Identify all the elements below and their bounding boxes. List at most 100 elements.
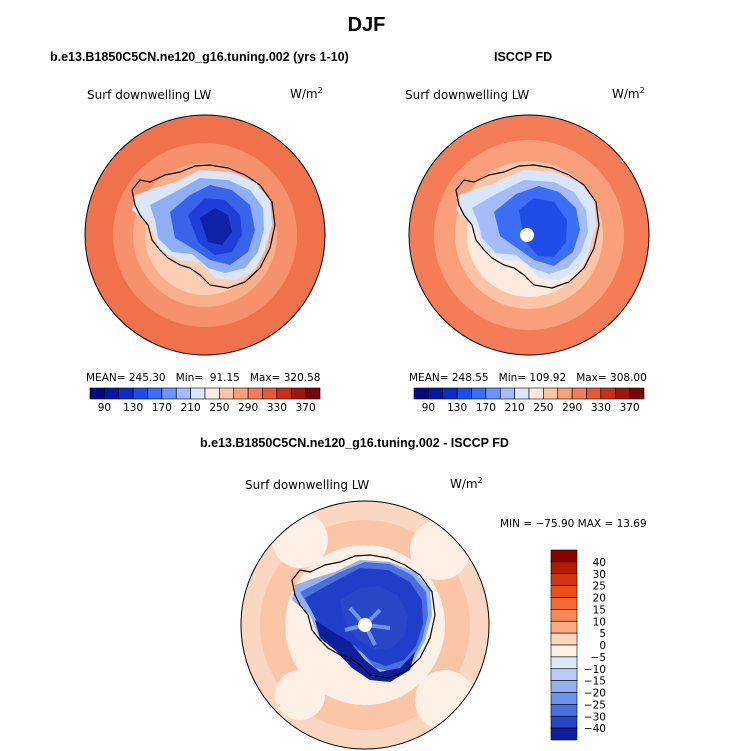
panel-1-min: 91.15 [209, 372, 240, 384]
diff-panel-colorbar-swatch [550, 644, 578, 658]
panel-2-variable-label: Surf downwelling LW [405, 88, 530, 102]
panel-1-mean: 245.30 [128, 372, 166, 384]
panel-2-map [408, 114, 650, 356]
panel-1-colorbar-swatch [276, 387, 292, 400]
diff-panel-colorbar-swatch [550, 597, 578, 610]
panel-1-colorbar-swatch [233, 387, 249, 400]
panel-2-colorbar-swatch [514, 387, 530, 400]
diff-panel-colorbar-tick-label: 10 [593, 616, 606, 628]
panel-1-colorbar-swatch [147, 387, 163, 400]
panel-1-colorbar-swatch [204, 387, 220, 400]
panel-1-colorbar-swatch [132, 387, 148, 400]
diff-panel-colorbar-tick-label: −5 [591, 652, 606, 664]
panel-2-colorbar-swatch [456, 387, 472, 400]
panel-1-variable-label: Surf downwelling LW [87, 88, 212, 102]
panel-2-colorbar-tick-label: 210 [505, 402, 525, 414]
diff-panel-colorbar-swatch [550, 632, 578, 646]
panel-2-colorbar-tick-label: 330 [591, 402, 611, 414]
panel-1-max: 320.58 [283, 372, 321, 384]
diff-panel-colorbar-swatch [550, 692, 578, 705]
diff-panel-colorbar-tick-label: −25 [584, 699, 606, 711]
diff-panel-colorbar-swatch [550, 620, 578, 634]
diff-panel-minmax: MIN = −75.90 MAX = 13.69 [500, 518, 647, 530]
diff-panel-colorbar-swatch [550, 573, 578, 586]
panel-2-min: 109.92 [529, 372, 567, 384]
panel-2-colorbar-swatch [600, 387, 616, 400]
panel-2-colorbar-swatch [614, 387, 630, 400]
panel-1-colorbar-swatch [305, 387, 321, 400]
diff-panel-colorbar-swatch [550, 549, 578, 563]
panel-2-colorbar-tick-label: 290 [562, 402, 582, 414]
diff-panel-title: b.e13.B1850C5CN.ne120_g16.tuning.002 - I… [200, 436, 509, 450]
panel-2-colorbar-swatch [557, 387, 573, 400]
panel-2-colorbar-tick-label: 250 [533, 402, 553, 414]
panel-1-colorbar-swatch [290, 387, 306, 400]
diff-panel-colorbar-tick-label: 5 [599, 628, 606, 640]
diff-panel-variable-label: Surf downwelling LW [245, 478, 370, 492]
panel-1-stats: MEAN= 245.30 Min= 91.15 Max= 320.58 [86, 372, 321, 384]
panel-2-title: ISCCP FD [494, 50, 553, 64]
diff-panel-colorbar-swatch [550, 561, 578, 575]
diff-panel-colorbar-tick-label: 25 [593, 581, 606, 593]
diff-panel-colorbar-swatch [550, 704, 578, 717]
panel-2-colorbar-swatch [571, 387, 587, 400]
panel-1-colorbar-tick-label: 170 [152, 402, 172, 414]
panel-2-colorbar-swatch [442, 387, 458, 400]
panel-2-stats: MEAN= 248.55 Min= 109.92 Max= 308.00 [409, 372, 647, 384]
panel-1-colorbar-swatch [118, 387, 134, 400]
panel-1-colorbar-swatch [247, 387, 263, 400]
diff-panel-map [240, 500, 490, 750]
panel-1-colorbar-swatch [262, 387, 278, 400]
panel-1-units-label: W/m2 [290, 86, 323, 101]
diff-panel-units-label: W/m2 [450, 476, 483, 491]
diff-panel-colorbar-tick-label: −20 [584, 688, 606, 700]
diff-panel-colorbar-tick-label: −30 [584, 711, 606, 723]
panel-1-colorbar-swatch [161, 387, 177, 400]
panel-2-colorbar-tick-label: 170 [476, 402, 496, 414]
panel-2-colorbar-tick-label: 90 [422, 402, 435, 414]
diff-panel-colorbar-tick-label: −10 [584, 664, 606, 676]
panel-2-colorbar-swatch [413, 387, 429, 400]
diff-panel-colorbar-tick-label: −40 [584, 723, 606, 735]
panel-2-colorbar-swatch [499, 387, 515, 400]
panel-1-colorbar-swatch [89, 387, 105, 400]
panel-1-colorbar-tick-label: 130 [123, 402, 143, 414]
panel-2-colorbar-tick-label: 370 [620, 402, 640, 414]
panel-1-colorbar-swatch [190, 387, 206, 400]
diff-panel-colorbar-swatch [550, 727, 578, 741]
panel-1-colorbar-tick-label: 290 [238, 402, 258, 414]
panel-1-colorbar-swatch [175, 387, 191, 400]
panel-2-colorbar-swatch [586, 387, 602, 400]
diff-panel-colorbar-swatch [550, 609, 578, 622]
diff-panel-colorbar-tick-label: 20 [593, 593, 606, 605]
diff-panel-colorbar-tick-label: 40 [593, 557, 606, 569]
panel-1-colorbar-tick-label: 370 [296, 402, 316, 414]
panel-2-colorbar-swatch [471, 387, 487, 400]
panel-1-colorbar-tick-label: 330 [267, 402, 287, 414]
panel-1-colorbar-swatch [219, 387, 235, 400]
panel-1-colorbar: 90 130 170 210 250 290 330 370 [89, 387, 321, 414]
diff-panel-colorbar-swatch [550, 680, 578, 693]
diff-panel-colorbar-tick-label: 15 [593, 604, 606, 616]
panel-2-units-label: W/m2 [612, 86, 645, 101]
panel-1-map [84, 114, 326, 356]
panel-1-colorbar-tick-label: 250 [209, 402, 229, 414]
panel-1-colorbar-swatch [104, 387, 120, 400]
main-title: DJF [347, 14, 386, 36]
panel-2-mean: 248.55 [451, 372, 489, 384]
diff-panel-colorbar-tick-label: −15 [584, 676, 606, 688]
panel-2-colorbar: 90 130 170 210 250 290 330 370 [413, 387, 645, 414]
panel-2-max: 308.00 [610, 372, 647, 384]
panel-2-colorbar-swatch [629, 387, 645, 400]
panel-2-colorbar-swatch [485, 387, 501, 400]
panel-2-colorbar-swatch [528, 387, 544, 400]
diff-panel-colorbar-swatch [550, 715, 578, 729]
diff-panel-colorbar-swatch [550, 585, 578, 598]
panel-1-colorbar-tick-label: 210 [181, 402, 201, 414]
diff-panel-colorbar-tick-label: 30 [593, 569, 606, 581]
diff-panel-colorbar-swatch [550, 668, 578, 681]
diff-panel-colorbar-tick-label: 0 [599, 640, 606, 652]
panel-2-colorbar-swatch [428, 387, 444, 400]
diff-panel-colorbar-swatch [550, 656, 578, 670]
